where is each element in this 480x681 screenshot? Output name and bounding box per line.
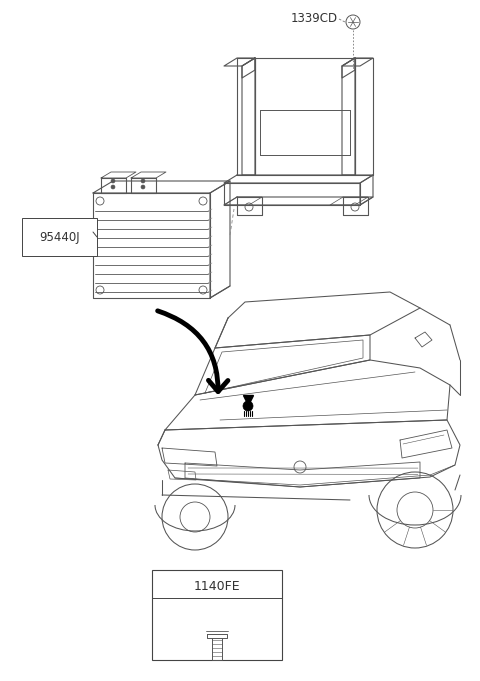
Bar [152,570,282,660]
Text: 95440J: 95440J [39,230,80,244]
Bar [22,218,97,256]
Text: 1339CD: 1339CD [291,12,338,25]
Circle shape [141,179,145,183]
Circle shape [111,185,115,189]
FancyArrowPatch shape [157,311,228,392]
Circle shape [111,179,115,183]
Text: 1140FE: 1140FE [194,580,240,594]
Circle shape [243,401,253,411]
Circle shape [141,185,145,189]
